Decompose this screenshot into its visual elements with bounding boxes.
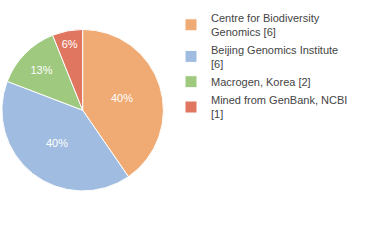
- svg-text:13%: 13%: [30, 64, 52, 76]
- svg-text:6%: 6%: [62, 38, 78, 50]
- svg-text:Macrogen, Korea [2]: Macrogen, Korea [2]: [211, 76, 311, 88]
- svg-text:40%: 40%: [111, 92, 133, 104]
- svg-text:Beijing Genomics Institute[6]: Beijing Genomics Institute[6]: [211, 44, 338, 70]
- svg-text:Mined from GenBank, NCBI[1]: Mined from GenBank, NCBI[1]: [211, 94, 347, 120]
- svg-text:40%: 40%: [46, 137, 68, 149]
- svg-text:Centre for BiodiversityGenomic: Centre for BiodiversityGenomics [6]: [211, 12, 320, 38]
